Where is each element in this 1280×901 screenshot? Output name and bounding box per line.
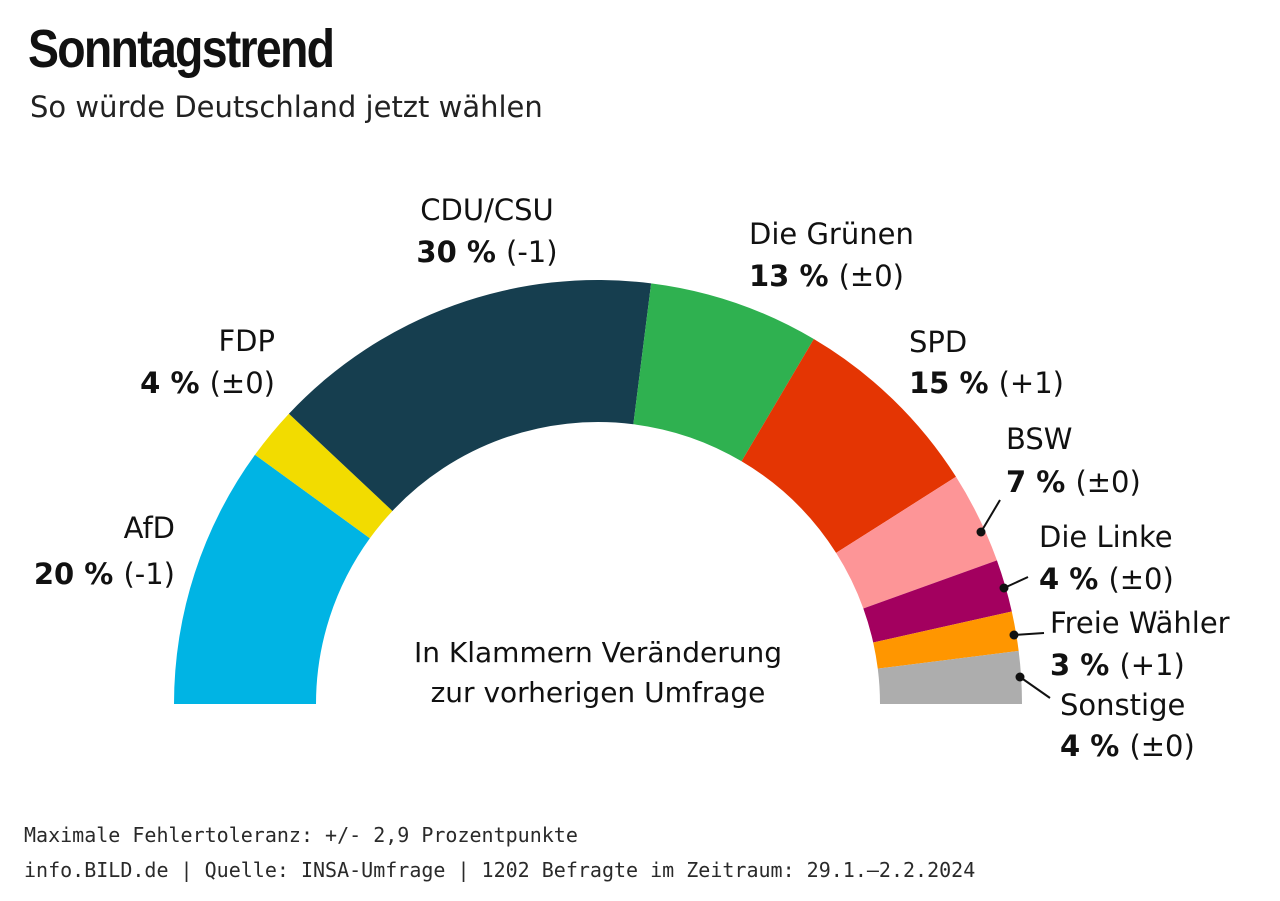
leader-dot-sonstige bbox=[1015, 672, 1025, 682]
value-label-cdu-csu: 30 % (-1) bbox=[416, 235, 557, 269]
value-label-fdp: 4 % (±0) bbox=[140, 366, 275, 400]
leader-line-freie-w-hler bbox=[1013, 632, 1045, 636]
slice-bsw bbox=[836, 476, 997, 609]
label-die-gr-nen: Die Grünen bbox=[749, 217, 914, 251]
slice-spd bbox=[741, 339, 956, 553]
slice-die-gr-nen bbox=[633, 283, 814, 462]
leader-dot-die-linke bbox=[999, 583, 1009, 593]
label-die-linke: Die Linke bbox=[1039, 520, 1173, 554]
note-line-2: zur vorherigen Umfrage bbox=[430, 676, 766, 709]
value-label-die-linke: 4 % (±0) bbox=[1039, 562, 1174, 596]
slice-freie-w-hler bbox=[873, 611, 1019, 669]
label-fdp: FDP bbox=[219, 324, 276, 358]
leader-dot-freie-w-hler bbox=[1009, 630, 1019, 640]
value-label-afd: 20 % (-1) bbox=[34, 557, 175, 591]
leader-line-bsw bbox=[980, 499, 1001, 533]
value-label-freie-w-hler: 3 % (+1) bbox=[1050, 648, 1185, 682]
slice-cdu-csu bbox=[288, 280, 652, 511]
value-label-die-gr-nen: 13 % (±0) bbox=[749, 259, 904, 293]
slice-afd bbox=[174, 454, 370, 704]
error-tolerance-note: Maximale Fehlertoleranz: +/- 2,9 Prozent… bbox=[24, 823, 578, 847]
source-note: info.BILD.de | Quelle: INSA-Umfrage | 12… bbox=[24, 858, 976, 882]
label-freie-w-hler: Freie Wähler bbox=[1050, 606, 1230, 640]
label-sonstige: Sonstige bbox=[1060, 688, 1185, 722]
value-label-spd: 15 % (+1) bbox=[909, 366, 1064, 400]
slice-sonstige bbox=[877, 650, 1022, 704]
value-label-bsw: 7 % (±0) bbox=[1006, 465, 1141, 499]
label-spd: SPD bbox=[909, 325, 967, 359]
chart-title: Sonntagstrend bbox=[28, 19, 335, 79]
label-afd: AfD bbox=[124, 511, 175, 545]
label-bsw: BSW bbox=[1006, 422, 1072, 456]
slice-fdp bbox=[254, 413, 393, 539]
slice-die-linke bbox=[863, 560, 1012, 643]
leader-line-sonstige bbox=[1019, 676, 1051, 699]
label-cdu-csu: CDU/CSU bbox=[420, 193, 553, 227]
leader-dot-bsw bbox=[976, 527, 986, 537]
value-label-sonstige: 4 % (±0) bbox=[1060, 729, 1195, 763]
chart-subtitle: So würde Deutschland jetzt wählen bbox=[30, 90, 543, 124]
note-line-1: In Klammern Veränderung bbox=[413, 636, 783, 669]
chart-note: In Klammern Veränderung zur vorherigen U… bbox=[388, 633, 808, 713]
